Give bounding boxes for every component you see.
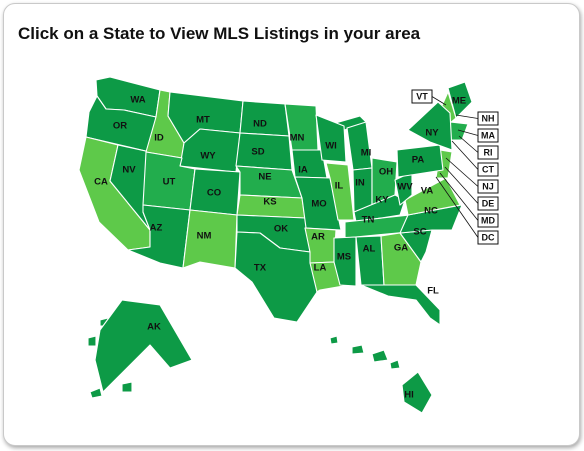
state-ms[interactable] [333,236,357,287]
state-me[interactable] [447,81,473,119]
callout-leader-dc [435,176,479,238]
callout-box-nh[interactable] [477,111,499,126]
callout-box-ri[interactable] [477,145,499,160]
state-ga[interactable] [380,232,422,286]
state-al[interactable] [355,235,385,286]
state-nd[interactable] [239,100,290,137]
state-la[interactable] [309,261,350,293]
state-il[interactable] [325,162,355,221]
page-title: Click on a State to View MLS Listings in… [18,24,421,43]
state-wi[interactable] [315,114,347,163]
callout-leader-ma [457,129,479,136]
callout-leader-de [444,166,479,204]
state-mi[interactable] [346,121,373,171]
state-va[interactable] [404,177,461,216]
state-ne[interactable] [235,165,303,199]
state-nm[interactable] [182,209,238,269]
state-tx[interactable] [234,231,318,323]
callout-box-dc[interactable] [477,230,499,245]
callout-box-ma[interactable] [477,128,499,143]
callout-box-de[interactable] [477,196,499,211]
state-label-fl: FL [427,286,439,297]
callout-leader-ct [451,140,479,170]
state-co[interactable] [189,168,241,216]
states-layer [78,76,473,414]
state-ak[interactable] [94,299,193,393]
callout-leader-md [439,172,479,221]
callout-box-nj[interactable] [477,179,499,194]
state-hi[interactable] [401,371,433,414]
state-sd[interactable] [235,132,293,171]
state-fl[interactable] [360,284,441,326]
callout-box-ct[interactable] [477,162,499,177]
callout-leader-ri [458,135,479,153]
callout-box-vt[interactable] [411,89,433,104]
state-ks[interactable] [236,194,306,219]
state-ny[interactable] [407,101,453,151]
state-pa[interactable] [396,144,444,178]
callout-leader-vt [431,96,447,106]
callout-leader-nh [455,114,479,119]
state-ar[interactable] [304,227,337,264]
hawaii-islands[interactable] [329,335,401,370]
callout-leader-nj [445,157,479,187]
callout-box-md[interactable] [477,213,499,228]
